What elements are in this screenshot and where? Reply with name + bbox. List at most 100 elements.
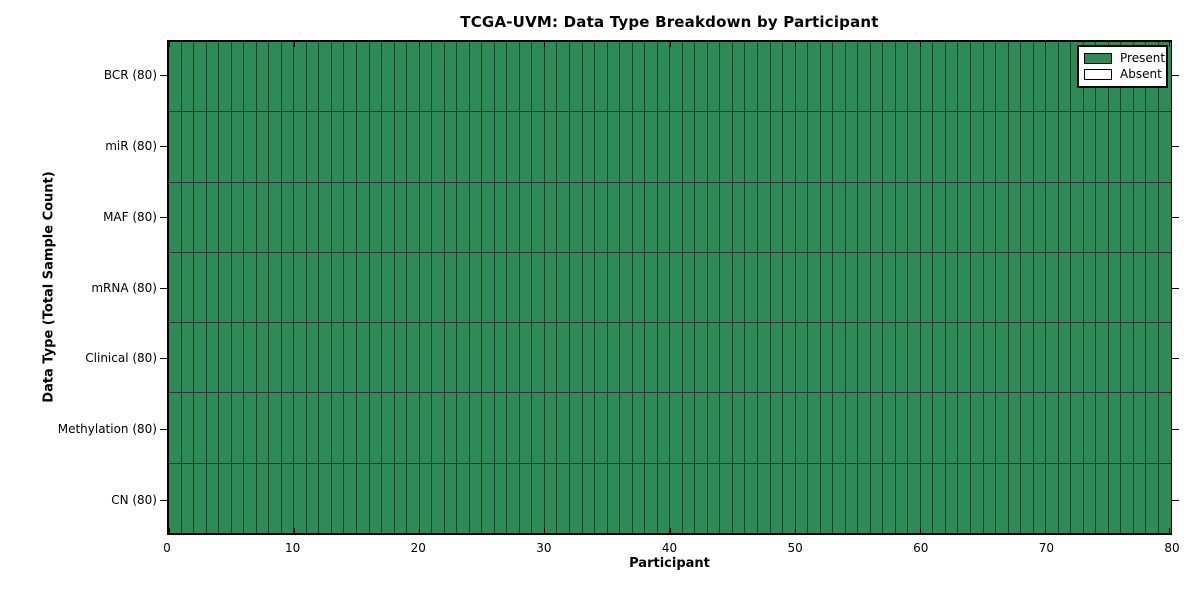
heatmap-cell (920, 393, 934, 463)
heatmap-cell (945, 463, 959, 533)
x-tick-mark (169, 42, 170, 47)
heatmap-cell (356, 463, 370, 533)
heatmap-cell (1096, 323, 1109, 393)
heatmap-cell (645, 393, 658, 463)
heatmap-cell (369, 112, 383, 182)
heatmap-cell (883, 112, 896, 182)
heatmap-cell (494, 182, 508, 252)
heatmap-cell (783, 252, 796, 323)
heatmap-cell (382, 393, 395, 463)
heatmap-cell (595, 323, 608, 393)
heatmap-cell (682, 323, 696, 393)
heatmap-cell (570, 182, 583, 252)
heatmap-cell (707, 463, 721, 533)
heatmap-cell (983, 42, 997, 112)
heatmap-cell (570, 463, 583, 533)
heatmap-cell (908, 42, 921, 112)
heatmap-cell (1133, 112, 1147, 182)
heatmap-row-maf (169, 182, 1171, 253)
heatmap-cell (1121, 323, 1134, 393)
heatmap-cell (632, 252, 646, 323)
heatmap-cell (344, 323, 357, 393)
heatmap-cell (331, 182, 345, 252)
heatmap-cell (444, 42, 458, 112)
heatmap-cell (344, 112, 357, 182)
heatmap-cell (482, 393, 495, 463)
heatmap-cell (457, 182, 470, 252)
heatmap-cell (983, 393, 997, 463)
heatmap-cell (707, 323, 721, 393)
heatmap-cell (833, 252, 846, 323)
heatmap-cell (895, 463, 909, 533)
heatmap-cell (1021, 252, 1034, 323)
heatmap-cell (294, 463, 307, 533)
heatmap-cell (808, 323, 821, 393)
heatmap-cell (419, 323, 433, 393)
heatmap-cell (783, 463, 796, 533)
heatmap-cell (833, 323, 846, 393)
heatmap-cell (645, 42, 658, 112)
heatmap-cell (645, 463, 658, 533)
heatmap-cell (306, 112, 320, 182)
heatmap-cell (958, 112, 971, 182)
heatmap-cell (194, 463, 207, 533)
heatmap-cell (244, 112, 257, 182)
heatmap-cell (356, 252, 370, 323)
heatmap-cell (319, 463, 332, 533)
heatmap-cell (319, 393, 332, 463)
y-tick-label: Methylation (80) (57, 421, 157, 436)
x-tick-mark (169, 528, 170, 533)
heatmap-cell (720, 252, 733, 323)
heatmap-cell (382, 42, 395, 112)
heatmap-cell (482, 463, 495, 533)
heatmap-cell (231, 323, 245, 393)
heatmap-cell (256, 393, 270, 463)
heatmap-cell (1046, 393, 1059, 463)
heatmap-cell (169, 463, 182, 533)
heatmap-cell (795, 323, 809, 393)
heatmap-cell (394, 463, 408, 533)
heatmap-cell (1083, 252, 1097, 323)
heatmap-cell (996, 323, 1009, 393)
x-tick-label: 40 (661, 541, 678, 555)
heatmap-cell (1096, 252, 1109, 323)
heatmap-cell (933, 182, 946, 252)
heatmap-cell (720, 182, 733, 252)
heatmap-cell (557, 252, 570, 323)
heatmap-row-mir (169, 112, 1171, 183)
heatmap-cell (1083, 182, 1097, 252)
heatmap-cell (394, 252, 408, 323)
heatmap-cell (1071, 323, 1084, 393)
heatmap-cell (281, 393, 295, 463)
legend-entry-present: Present (1084, 52, 1165, 65)
heatmap-cell (407, 112, 420, 182)
heatmap-cell (206, 112, 220, 182)
heatmap-cell (757, 463, 771, 533)
heatmap-cell (281, 323, 295, 393)
heatmap-cell (269, 393, 282, 463)
heatmap-cell (519, 463, 533, 533)
heatmap-cell (595, 112, 608, 182)
heatmap-cell (256, 323, 270, 393)
legend: Present Absent (1077, 45, 1168, 88)
heatmap-cell (1021, 42, 1034, 112)
heatmap-cell (707, 252, 721, 323)
x-tick-mark (419, 528, 421, 533)
heatmap-cell (808, 112, 821, 182)
heatmap-cell (1121, 182, 1134, 252)
heatmap-cell (996, 393, 1009, 463)
heatmap-cell (670, 323, 683, 393)
heatmap-cell (181, 323, 195, 393)
heatmap-cell (469, 393, 483, 463)
heatmap-cell (557, 463, 570, 533)
heatmap-cell (570, 323, 583, 393)
heatmap-cell (732, 42, 746, 112)
heatmap-cell (181, 112, 195, 182)
heatmap-cell (933, 463, 946, 533)
heatmap-cell (820, 393, 834, 463)
heatmap-cell (1133, 182, 1147, 252)
heatmap-cell (695, 252, 708, 323)
heatmap-cell (281, 463, 295, 533)
heatmap-cell (419, 42, 433, 112)
heatmap-cell (169, 42, 182, 112)
